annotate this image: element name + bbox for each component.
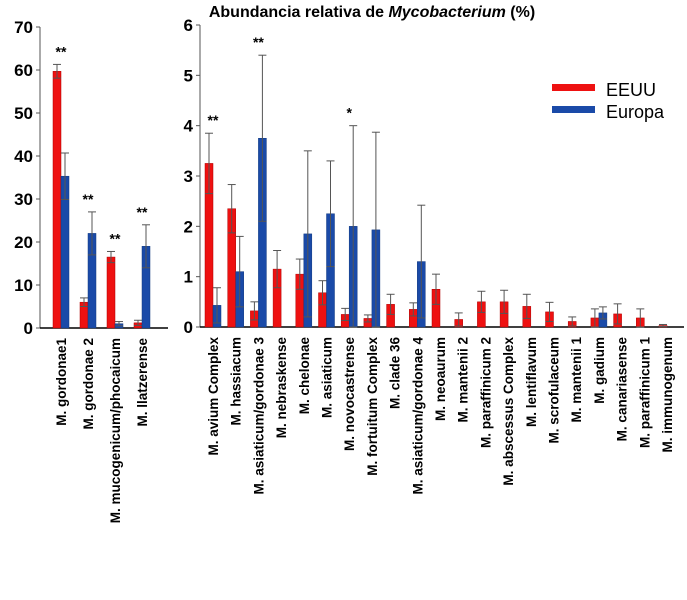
y-tick-label: 0 xyxy=(184,318,193,337)
category-label: M. paraffinicum 1 xyxy=(637,337,652,449)
y-tick-label: 4 xyxy=(184,117,194,136)
legend: EEUU Europa xyxy=(552,80,665,122)
significance-marker: ** xyxy=(56,43,67,59)
bar-eeuu xyxy=(106,256,116,329)
legend-label-europa: Europa xyxy=(606,102,665,122)
category-label: M. paraffinicum 2 xyxy=(478,337,493,448)
category-label: M. canariasense xyxy=(615,337,630,442)
category-label: M. chelonae xyxy=(297,337,312,415)
significance-marker: * xyxy=(346,105,352,121)
category-label: M. nebraskense xyxy=(274,337,289,439)
category-label: M. mucogenicum/phocaicum xyxy=(108,338,123,523)
y-tick-label: 20 xyxy=(14,233,33,252)
category-label: M. lentiflavum xyxy=(524,337,539,427)
y-tick-label: 0 xyxy=(24,319,33,338)
legend-swatch-europa xyxy=(552,106,595,113)
plot-2: 0 1 2 3 4 5 6 ** M. avium Complex M. hassiacum ** M… xyxy=(184,16,684,495)
category-label: M. asiaticum xyxy=(320,337,335,418)
y-tick-label: 3 xyxy=(184,167,193,186)
category-label: M. fortuitum Complex xyxy=(365,337,380,476)
chart-title: Abundancia relativa de Mycobacterium (%) xyxy=(209,4,535,21)
significance-marker: ** xyxy=(208,112,219,128)
category-label: M. gadium xyxy=(592,337,607,404)
category-label: M. clade 36 xyxy=(388,337,403,410)
category-label: M. mantenii 2 xyxy=(456,337,471,423)
y-tick-label: 2 xyxy=(184,217,193,236)
category-label: M. asiaticum/gordonae 3 xyxy=(251,337,266,495)
category-label: M. immunogenum xyxy=(660,337,675,453)
y-tick-label: 30 xyxy=(14,190,33,209)
plot-1: 0 10 20 30 40 50 60 70 ** M. gordonae1 ** M. gordon… xyxy=(14,18,168,523)
legend-label-eeuu: EEUU xyxy=(606,80,656,100)
category-label: M. hassiacum xyxy=(229,337,244,426)
category-label: M. scrofulaceum xyxy=(547,337,562,444)
category-label: M. asiaticum/gordonae 4 xyxy=(410,337,425,495)
category-label: M. abscessus Complex xyxy=(501,337,516,486)
category-label: M. novocastrense xyxy=(342,337,357,452)
y-tick-label: 70 xyxy=(14,18,33,37)
y-tick-label: 50 xyxy=(14,104,33,123)
significance-marker: ** xyxy=(253,34,264,50)
category-label: M. neoaurum xyxy=(433,337,448,421)
category-label: M. llatzerense xyxy=(135,338,150,427)
significance-marker: ** xyxy=(137,204,148,220)
significance-marker: ** xyxy=(83,191,94,207)
y-tick-label: 5 xyxy=(184,66,193,85)
y-tick-label: 60 xyxy=(14,61,33,80)
category-label: M. mantenii 1 xyxy=(569,337,584,423)
category-label: M. gordonae1 xyxy=(54,338,69,426)
significance-marker: ** xyxy=(110,230,121,246)
y-tick-label: 10 xyxy=(14,276,33,295)
y-tick-label: 40 xyxy=(14,147,33,166)
bar-eeuu xyxy=(52,71,62,329)
legend-swatch-eeuu xyxy=(552,84,595,91)
y-tick-label: 6 xyxy=(184,16,193,35)
y-tick-label: 1 xyxy=(184,268,193,287)
category-label: M. avium Complex xyxy=(206,337,221,456)
category-label: M. gordonae 2 xyxy=(81,338,96,430)
